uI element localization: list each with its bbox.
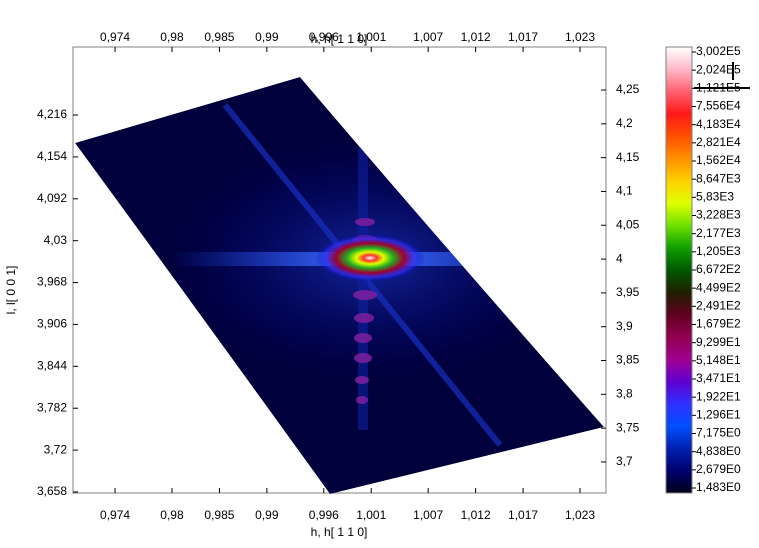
x-tick-label-bottom: 0,99 xyxy=(255,508,279,522)
colorbar-label: 1,483E0 xyxy=(696,480,741,494)
x-tick-label-top: 1,017 xyxy=(508,30,538,44)
y2-tick-label: 3,75 xyxy=(616,420,640,434)
y2-tick-label: 4,15 xyxy=(616,150,640,164)
y2-tick-label: 4,25 xyxy=(616,82,640,96)
colorbar xyxy=(665,46,693,494)
x-tick-label-top: 0,985 xyxy=(204,30,234,44)
colorbar-label: 8,647E3 xyxy=(696,171,741,185)
x-tick-label-top: 0,996 xyxy=(309,30,339,44)
y-tick-label: 4,092 xyxy=(37,191,67,205)
y-tick-label: 3,844 xyxy=(37,359,67,373)
colorbar-label: 6,672E2 xyxy=(696,262,741,276)
x-tick-label-bottom: 0,974 xyxy=(100,508,130,522)
colorbar-label: 2,679E0 xyxy=(696,462,741,476)
y-tick-label: 3,72 xyxy=(44,442,68,456)
colorbar-label: 1,296E1 xyxy=(696,408,741,422)
x-tick-label-bottom: 0,985 xyxy=(204,508,234,522)
y2-tick-label: 3,9 xyxy=(616,319,633,333)
x-tick-label-top: 0,98 xyxy=(160,30,184,44)
y-tick-label: 4,03 xyxy=(44,233,68,247)
colorbar-label: 9,299E1 xyxy=(696,335,741,349)
colorbar-label: 1,121E5 xyxy=(696,81,741,95)
x-tick-label-bottom: 1,012 xyxy=(461,508,491,522)
x-tick-label-bottom: 1,007 xyxy=(413,508,443,522)
colorbar-label: 4,499E2 xyxy=(696,280,741,294)
colorbar-label: 2,821E4 xyxy=(696,135,741,149)
y-tick-label: 3,906 xyxy=(37,317,67,331)
colorbar-label: 2,024E5 xyxy=(696,62,741,76)
x-tick-label-bottom: 0,996 xyxy=(309,508,339,522)
y-tick-label: 4,154 xyxy=(37,149,67,163)
y-axis-title: l, l[ 0 0 1] xyxy=(4,266,18,315)
y2-tick-label: 4 xyxy=(616,251,623,265)
y2-tick-label: 3,8 xyxy=(616,387,633,401)
y-tick-label: 4,216 xyxy=(37,107,67,121)
y2-tick-label: 4,05 xyxy=(616,217,640,231)
colorbar-label: 4,838E0 xyxy=(696,444,741,458)
colorbar-label: 1,205E3 xyxy=(696,244,741,258)
colorbar-label: 1,922E1 xyxy=(696,389,741,403)
y-tick-label: 3,658 xyxy=(37,484,67,498)
colorbar-label: 2,491E2 xyxy=(696,299,741,313)
colorbar-label: 1,679E2 xyxy=(696,317,741,331)
colorbar-label: 5,83E3 xyxy=(696,190,734,204)
colorbar-label: 7,175E0 xyxy=(696,426,741,440)
x-tick-label-bottom: 1,001 xyxy=(356,508,386,522)
x-tick-label-top: 1,023 xyxy=(565,30,595,44)
y2-tick-label: 3,85 xyxy=(616,353,640,367)
x-tick-label-bottom: 1,017 xyxy=(508,508,538,522)
colorbar-label: 4,183E4 xyxy=(696,117,741,131)
y-tick-label: 3,968 xyxy=(37,275,67,289)
colorbar-label: 1,562E4 xyxy=(696,153,741,167)
x-tick-label-top: 0,974 xyxy=(100,30,130,44)
x-tick-label-top: 1,001 xyxy=(356,30,386,44)
y-tick-label: 3,782 xyxy=(37,400,67,414)
y2-tick-label: 3,95 xyxy=(616,285,640,299)
y2-tick-label: 3,7 xyxy=(616,454,633,468)
colorbar-label: 2,177E3 xyxy=(696,226,741,240)
x-tick-label-top: 1,007 xyxy=(413,30,443,44)
x-tick-label-top: 1,012 xyxy=(461,30,491,44)
colorbar-label: 5,148E1 xyxy=(696,353,741,367)
top-axis-title: h, h[ 1 1 0] xyxy=(311,32,368,46)
x-tick-label-bottom: 0,98 xyxy=(160,508,184,522)
bottom-axis-title: h, h[ 1 1 0] xyxy=(311,525,368,539)
colorbar-label: 3,002E5 xyxy=(696,44,741,58)
colorbar-label: 3,228E3 xyxy=(696,208,741,222)
y2-tick-label: 4,1 xyxy=(616,184,633,198)
colorbar-label: 7,556E4 xyxy=(696,99,741,113)
colorbar-label: 3,471E1 xyxy=(696,371,741,385)
x-tick-label-top: 0,99 xyxy=(255,30,279,44)
x-tick-label-bottom: 1,023 xyxy=(565,508,595,522)
y2-tick-label: 4,2 xyxy=(616,116,633,130)
